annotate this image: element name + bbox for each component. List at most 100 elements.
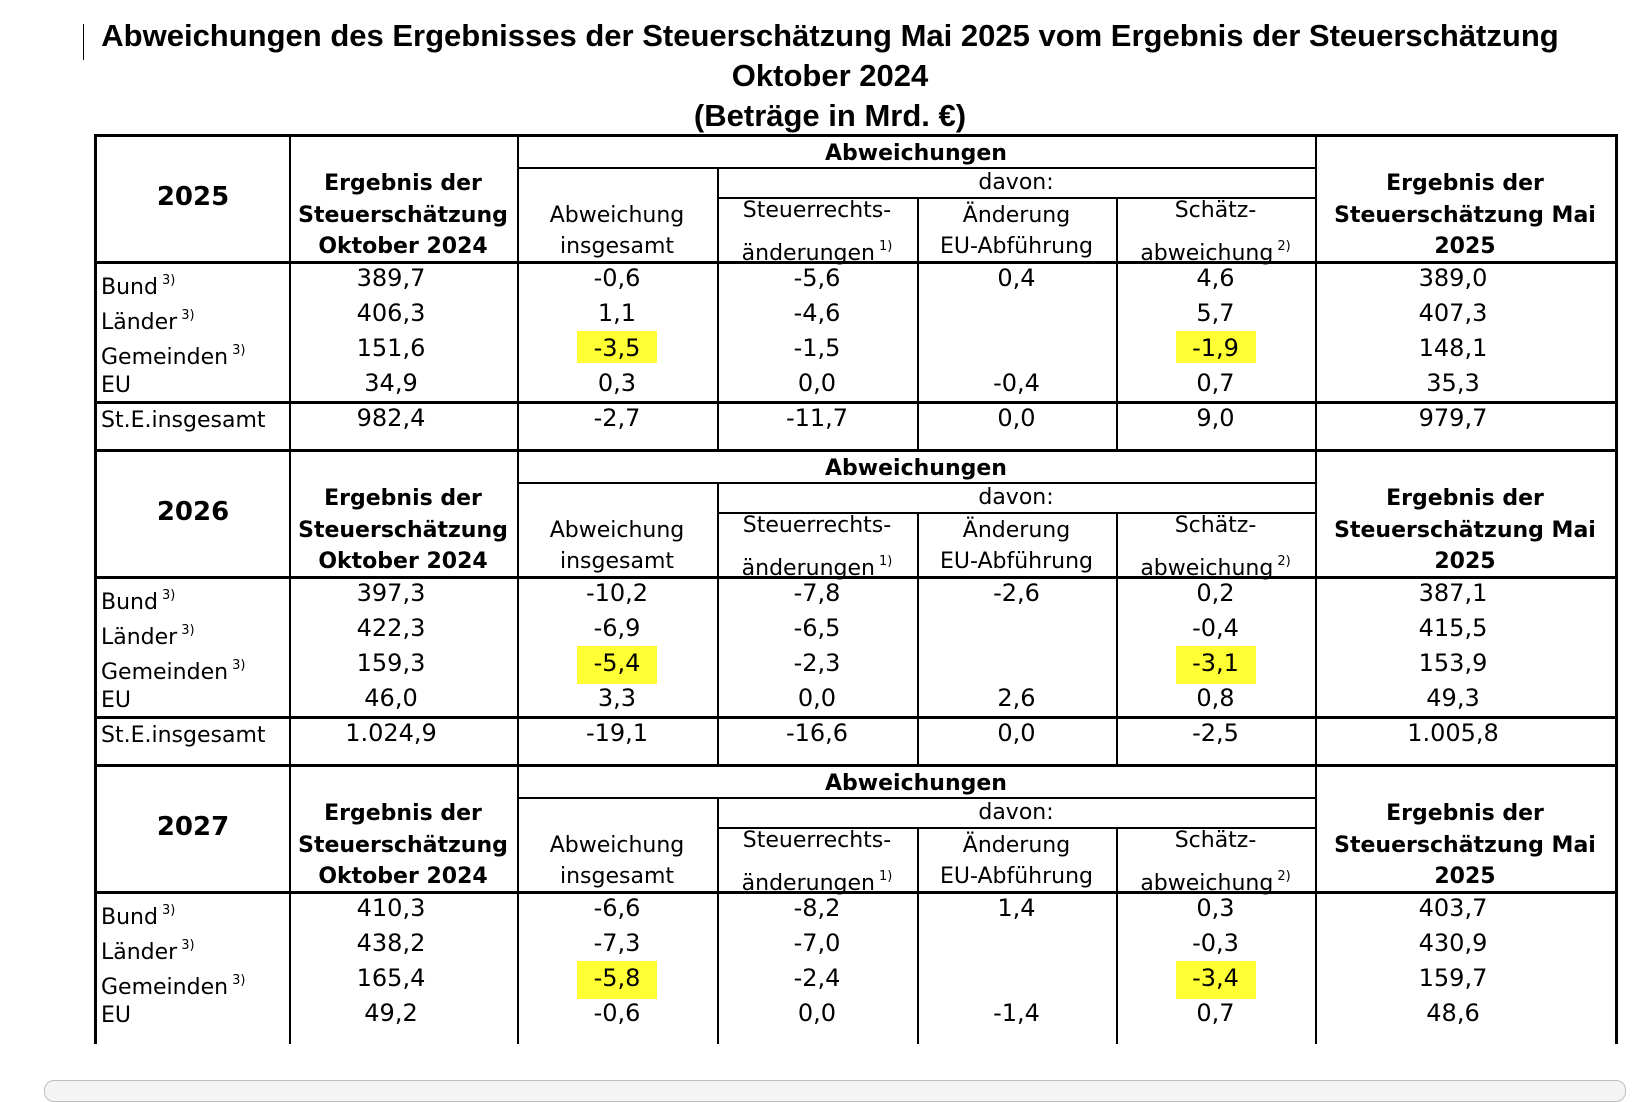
footnote-3-mark: 3) (232, 973, 246, 988)
footnote-3-mark: 3) (161, 903, 176, 918)
cell-sch: -0,4 (1192, 614, 1239, 642)
row-label: Bund 3) (101, 903, 176, 930)
cell-ins: -0,6 (593, 999, 641, 1027)
table-year: 2025 (156, 182, 230, 212)
cell-sch: -3,1 (1192, 649, 1239, 677)
cell-oct: 410,3 (356, 894, 426, 922)
header-abweichungen: Abweichungen (825, 771, 1007, 796)
header-may-line1: Ergebnis der (1386, 801, 1544, 826)
footnote-1-mark: 1) (878, 554, 893, 569)
header-oct-line3: Oktober 2024 (318, 234, 488, 259)
header-str-line1: Steuerrechts- (742, 828, 892, 853)
cell-ins: -3,5 (593, 334, 641, 362)
cell-eu: 1,4 (997, 894, 1036, 922)
header-oct-line2: Steuerschätzung (298, 518, 508, 543)
header-eu-line2: EU-Abführung (939, 864, 1093, 889)
header-sch-line2: abweichung 2) (1140, 554, 1291, 581)
cell-may: 415,5 (1418, 614, 1488, 642)
row-label: Gemeinden 3) (101, 658, 246, 685)
cell-str: -1,5 (793, 334, 841, 362)
subcolumn-divider (917, 199, 919, 449)
cell-ins: -5,8 (593, 964, 641, 992)
header-may-line1: Ergebnis der (1386, 171, 1544, 196)
header-sch-line1: Schätz- (1174, 513, 1257, 538)
row-label: EU (101, 688, 132, 713)
header-oct-line1: Ergebnis der (324, 486, 482, 511)
cell-str: 0,0 (797, 999, 837, 1027)
footnote-3-mark: 3) (232, 658, 246, 673)
cell-eu: -2,6 (993, 579, 1040, 607)
header-abweichungen: Abweichungen (825, 141, 1007, 166)
row-label: Bund 3) (101, 273, 176, 300)
subcolumn-divider (717, 169, 719, 449)
header-may-line2: Steuerschätzung Mai (1334, 518, 1596, 543)
row-label: Länder 3) (101, 308, 195, 335)
column-divider (517, 137, 519, 449)
cell-oct: 165,4 (356, 964, 426, 992)
header-divider (517, 797, 1315, 799)
cell-str: 0,0 (797, 684, 837, 712)
horizontal-scrollbar[interactable] (44, 1080, 1626, 1102)
header-divider (717, 197, 1315, 199)
header-oct-line3: Oktober 2024 (318, 864, 488, 889)
column-divider (289, 767, 291, 1044)
row-label: Länder 3) (101, 623, 195, 650)
header-ins-line2: insgesamt (559, 549, 675, 574)
cell-may: 35,3 (1426, 369, 1480, 397)
cell-may: 1.005,8 (1407, 719, 1499, 747)
cell-oct: 389,7 (356, 264, 426, 292)
table-block-2026: 2026 Ergebnis der Steuerschätzung Oktober 2… (94, 449, 1618, 767)
header-davon: davon: (978, 800, 1054, 825)
footnote-3-mark: 3) (161, 588, 176, 603)
row-label: Bund 3) (101, 588, 176, 615)
cell-oct: 982,4 (356, 404, 426, 432)
highlight-marker (577, 961, 657, 999)
table-year: 2027 (156, 812, 230, 842)
highlight-marker (577, 331, 657, 363)
header-may-line2: Steuerschätzung Mai (1334, 203, 1596, 228)
cell-sch: 0,2 (1196, 579, 1235, 607)
column-divider (1315, 137, 1317, 449)
cell-oct: 438,2 (356, 929, 426, 957)
cell-oct: 151,6 (356, 334, 426, 362)
cell-eu: 0,0 (997, 719, 1036, 747)
title-line-2: Oktober 2024 (731, 58, 929, 93)
footnote-1-mark: 1) (878, 869, 893, 884)
cell-sch: 4,6 (1196, 264, 1235, 292)
document-title: Abweichungen des Ergebnisses der Steuers… (80, 16, 1580, 136)
column-divider (517, 452, 519, 764)
total-row-line (97, 401, 1615, 404)
cell-eu: 0,4 (997, 264, 1036, 292)
text-cursor (83, 24, 84, 60)
cell-oct: 1.024,9 (345, 719, 437, 747)
footnote-1-mark: 1) (878, 239, 893, 254)
header-divider (717, 827, 1315, 829)
cell-oct: 159,3 (356, 649, 426, 677)
subcolumn-divider (917, 514, 919, 764)
footnote-2-mark: 2) (1277, 869, 1291, 884)
subcolumn-divider (1116, 199, 1118, 449)
cell-str: -7,0 (793, 929, 841, 957)
header-str-line1: Steuerrechts- (742, 198, 892, 223)
row-label: EU (101, 373, 132, 398)
cell-sch: -3,4 (1192, 964, 1239, 992)
header-eu-line1: Änderung (962, 518, 1071, 543)
row-label: Gemeinden 3) (101, 973, 246, 1000)
subcolumn-divider (1116, 514, 1118, 764)
cell-sch: 0,7 (1196, 369, 1235, 397)
header-divider (517, 167, 1315, 169)
cell-ins: -19,1 (585, 719, 649, 747)
header-ins-line2: insgesamt (559, 864, 675, 889)
footnote-3-mark: 3) (161, 273, 176, 288)
cell-sch: 0,8 (1196, 684, 1235, 712)
row-label: St.E.insgesamt (101, 723, 266, 748)
cell-str: -2,3 (793, 649, 841, 677)
cell-str: -8,2 (793, 894, 841, 922)
row-label: Länder 3) (101, 938, 195, 965)
subcolumn-divider (717, 484, 719, 764)
table-block-2025: 2025 Ergebnis der Steuerschätzung Oktober 2… (94, 134, 1618, 452)
header-may-line2: Steuerschätzung Mai (1334, 833, 1596, 858)
header-abweichungen: Abweichungen (825, 456, 1007, 481)
cell-str: -5,6 (793, 264, 841, 292)
row-label: EU (101, 1003, 132, 1028)
